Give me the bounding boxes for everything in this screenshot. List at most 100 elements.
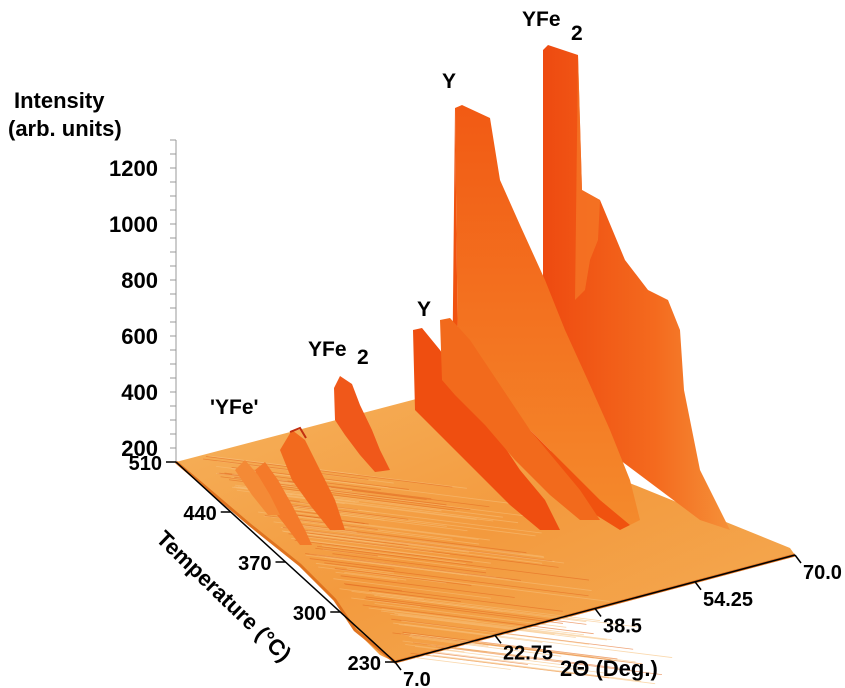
temperature-tick-label: 230 — [348, 653, 381, 675]
floor-streak — [405, 644, 465, 653]
z-axis-title-line2: (arb. units) — [8, 116, 122, 141]
floor-streak — [283, 522, 527, 554]
peak-ridge-yfe2-low-2 — [280, 430, 345, 530]
peak-ridge-y-high — [455, 105, 640, 525]
two-theta-tick — [394, 661, 402, 671]
floor-streak — [402, 640, 570, 663]
peak-label-yfe2-high-subscript: 2 — [571, 22, 583, 45]
floor-streak — [411, 637, 562, 657]
floor-streak — [390, 613, 576, 638]
floor-streak — [365, 596, 587, 625]
floor-streak — [351, 590, 638, 628]
temperature-axis-title: Temperature (°C) — [152, 526, 297, 667]
floor-streak — [316, 545, 590, 581]
two-theta-tick-label: 38.5 — [603, 616, 642, 638]
peak-label-yfe2-low-subscript: 2 — [357, 346, 369, 369]
floor-streak — [398, 614, 555, 635]
floor-streak — [295, 535, 450, 556]
floor-streak — [374, 594, 587, 623]
floor-streak — [345, 583, 563, 612]
floor-streak — [334, 568, 472, 586]
floor-streak — [324, 562, 589, 597]
peak-label-yfe-prime: 'YFe' — [210, 396, 259, 419]
two-theta-tick-label: 7.0 — [403, 669, 431, 688]
floor-streak — [309, 558, 395, 570]
floor-streak — [368, 607, 584, 636]
peak-label-y-high: Y — [442, 70, 456, 93]
two-theta-tick — [494, 634, 502, 644]
floor-streak — [374, 603, 567, 628]
floor-streak — [426, 650, 613, 675]
floor-streak — [402, 631, 618, 660]
peak-label-y-mid: Y — [417, 298, 431, 321]
peak-ridges — [235, 45, 730, 545]
floor-streak — [343, 583, 403, 592]
floor-streak — [346, 568, 610, 602]
z-tick-label: 400 — [121, 380, 158, 405]
z-tick-label: 1000 — [109, 212, 158, 237]
floor-streak — [419, 653, 656, 685]
floor-streak — [394, 613, 607, 641]
floor-streak — [250, 484, 456, 511]
floor-streak — [415, 657, 511, 670]
floor-streak — [294, 539, 473, 563]
floor-streak — [409, 634, 641, 665]
floor-streak — [270, 501, 409, 520]
z-tick-label: 200 — [121, 436, 158, 461]
floor-streak — [321, 545, 466, 564]
floor-streak — [344, 571, 407, 581]
floor-streak — [307, 540, 458, 560]
peak-ridge-yfe2-low-3 — [255, 462, 312, 545]
floor-streak — [247, 480, 528, 517]
two-theta-tick-label: 22.75 — [503, 642, 553, 664]
floor-streak — [332, 553, 487, 574]
floor-streak — [351, 597, 421, 607]
floor-streak — [428, 651, 528, 665]
floor-streak — [316, 555, 511, 580]
peak-label-yfe2-low: YFe — [308, 338, 347, 361]
floor-streak — [302, 531, 409, 546]
floor-streak — [288, 533, 559, 568]
z-tick-label: 600 — [121, 324, 158, 349]
peak-ridge-y-mid-2 — [440, 318, 600, 520]
two-theta-tick — [794, 554, 802, 564]
floor-streak — [408, 635, 489, 647]
floor-streak — [203, 458, 369, 480]
floor-streak — [267, 512, 490, 541]
floor-streak — [205, 456, 453, 488]
floor-streak — [274, 506, 468, 532]
peak-ridge-yfe-prime — [235, 460, 280, 515]
floor-streak — [391, 618, 634, 650]
floor-streak — [368, 589, 461, 603]
floor-streak — [362, 604, 594, 635]
temperature-tick-label: 510 — [129, 453, 162, 475]
floor-streak — [315, 547, 378, 557]
floor-streak — [282, 527, 553, 562]
floor-streak — [340, 575, 515, 598]
peak-ridge-yfe2-low-line — [289, 426, 307, 439]
floor-streak — [335, 571, 398, 581]
z-axis-title-line1: Intensity — [14, 88, 105, 113]
floor-streak — [304, 531, 469, 553]
floor-streak — [216, 456, 467, 489]
floor-streak — [267, 503, 447, 527]
z-tick-labels: 200 400 600 800 1000 1200 — [109, 156, 158, 461]
floor-streak — [339, 588, 425, 600]
floor-streak — [372, 591, 601, 622]
peak-label-yfe2-high: YFe — [522, 8, 561, 31]
floor-streak — [288, 524, 544, 557]
floor-streak — [381, 608, 477, 622]
peak-ridge-yfe2-low — [334, 376, 390, 472]
two-theta-axis-title: 2Θ (Deg.) — [560, 656, 658, 681]
two-theta-tick-label: 54.25 — [703, 589, 753, 611]
floor-streak — [364, 598, 564, 624]
floor-streak — [261, 492, 477, 521]
floor-streak — [318, 566, 447, 584]
floor-streak — [411, 633, 636, 663]
floor-streak — [404, 623, 673, 658]
floor-streak — [307, 530, 565, 564]
peak-ridge-yfe2-high-side — [575, 55, 600, 300]
z-tick-label: 800 — [121, 268, 158, 293]
floor-streak — [333, 578, 491, 599]
